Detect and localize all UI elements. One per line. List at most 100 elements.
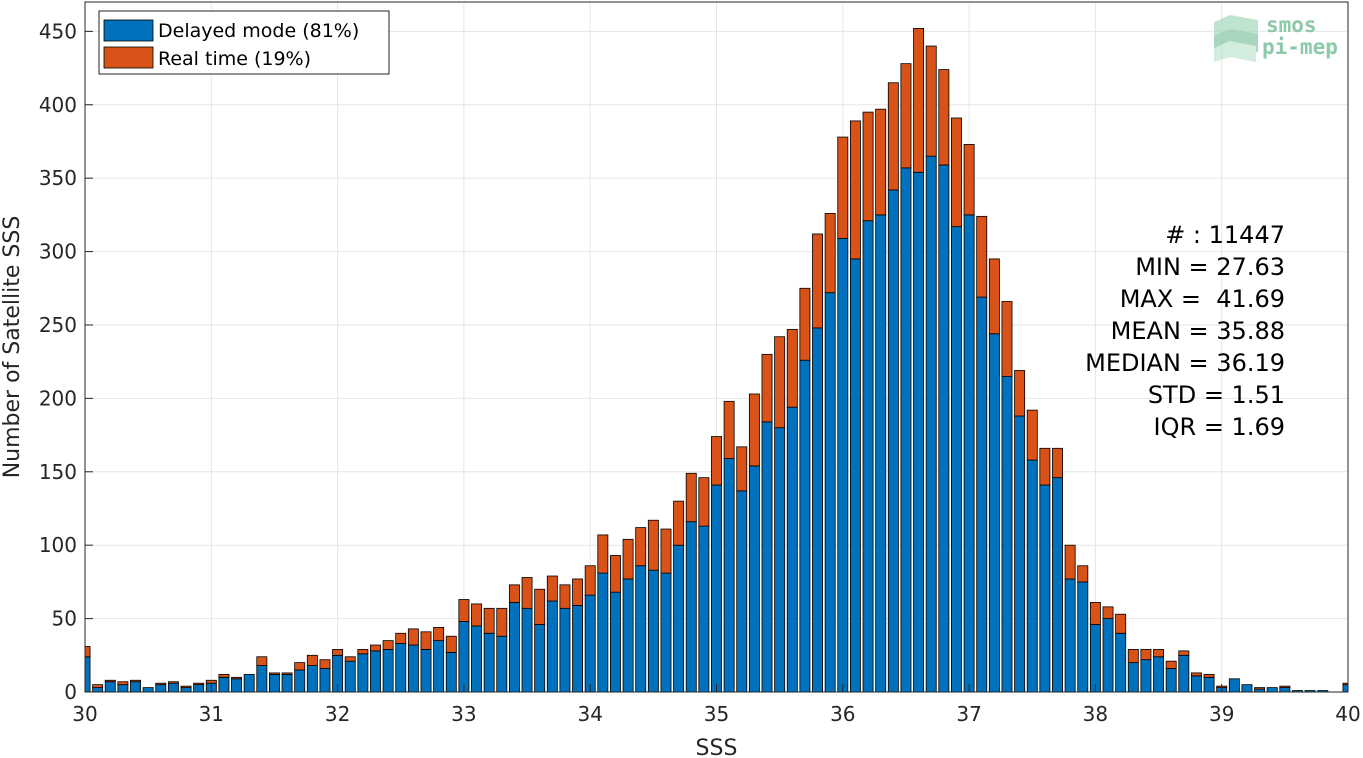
bar-real-time: [597, 534, 609, 574]
legend: Delayed mode (81%) Real time (19%): [98, 10, 390, 75]
bar-real-time: [1115, 613, 1127, 634]
bar-real-time: [647, 519, 659, 571]
bar-real-time: [92, 684, 104, 688]
bar-real-time: [1026, 409, 1038, 461]
bar-delayed-mode: [774, 427, 786, 693]
bar-real-time: [357, 649, 369, 655]
bar-delayed-mode: [837, 237, 849, 693]
y-tick-label: 350: [39, 166, 77, 190]
bar-delayed-mode: [1115, 632, 1127, 693]
bar-real-time: [723, 400, 735, 459]
bar-delayed-mode: [1039, 484, 1051, 693]
bar-real-time: [268, 672, 280, 675]
bar-delayed-mode: [407, 644, 419, 693]
bar-delayed-mode: [1064, 578, 1076, 693]
bar-real-time: [117, 681, 129, 686]
bar-real-time: [445, 635, 457, 653]
bar-delayed-mode: [344, 660, 356, 693]
bar-real-time: [382, 640, 394, 650]
bar-real-time: [205, 679, 217, 684]
bar-delayed-mode: [471, 625, 482, 693]
y-tick-label: 250: [39, 313, 77, 337]
bar-delayed-mode: [862, 220, 874, 693]
bar-delayed-mode: [458, 621, 470, 693]
bar-real-time: [761, 353, 773, 423]
bars: [84, 28, 1349, 693]
bar-delayed-mode: [483, 632, 495, 693]
bar-real-time: [660, 528, 672, 574]
bar-real-time: [508, 584, 520, 603]
bar-real-time: [1342, 682, 1349, 686]
bar-real-time: [319, 659, 331, 669]
bar-delayed-mode: [306, 665, 318, 693]
bar-delayed-mode: [167, 682, 179, 693]
bar-delayed-mode: [84, 656, 91, 693]
bar-real-time: [1001, 301, 1013, 377]
bar-real-time: [837, 136, 849, 239]
x-tick-label: 31: [199, 702, 224, 726]
bar-real-time: [938, 69, 950, 166]
bar-real-time: [748, 393, 760, 467]
bar-real-time: [104, 679, 116, 683]
bar-real-time: [1014, 370, 1026, 417]
bar-delayed-mode: [812, 327, 823, 693]
bar-real-time: [925, 45, 937, 157]
bar-delayed-mode: [1077, 581, 1089, 693]
bar-delayed-mode: [799, 359, 811, 693]
bar-delayed-mode: [673, 544, 685, 693]
bar-real-time: [84, 646, 91, 658]
bar-delayed-mode: [572, 604, 584, 693]
x-tick-label: 32: [325, 702, 350, 726]
bar-real-time: [786, 328, 798, 408]
ticks: 30 31 32 33 34 35 36 37 38 39 40050100150200250300…: [39, 19, 1361, 726]
bar-real-time: [1127, 649, 1139, 664]
x-tick-label: 33: [451, 702, 476, 726]
bar-delayed-mode: [268, 673, 280, 693]
stats-annotation: # : 11447 MIN = 27.63 MAX = 41.69 MEAN =…: [1085, 221, 1285, 441]
bar-real-time: [1064, 544, 1076, 580]
bar-delayed-mode: [635, 565, 647, 693]
bar-real-time: [458, 599, 470, 622]
x-axis-label: SSS: [696, 736, 738, 758]
x-tick-label: 38: [1083, 702, 1108, 726]
bar-delayed-mode: [1165, 668, 1177, 693]
bar-real-time: [963, 144, 975, 216]
bar-delayed-mode: [1102, 618, 1114, 693]
bar-real-time: [774, 336, 786, 429]
bar-delayed-mode: [243, 673, 255, 693]
bar-real-time: [900, 63, 912, 169]
bar-delayed-mode: [559, 607, 571, 693]
bar-delayed-mode: [761, 421, 773, 693]
bar-delayed-mode: [1266, 687, 1278, 693]
bar-delayed-mode: [1089, 624, 1101, 693]
logo-text-smos: smos: [1266, 13, 1317, 37]
bar-delayed-mode: [736, 490, 748, 693]
bar-real-time: [610, 555, 621, 593]
legend-label-real-time: Real time (19%): [158, 48, 311, 70]
y-tick-label: 100: [39, 533, 77, 557]
legend-label-delayed-mode: Delayed mode (81%): [158, 20, 359, 42]
bar-real-time: [1178, 650, 1190, 656]
bar-real-time: [685, 472, 697, 523]
bar-real-time: [799, 287, 811, 361]
bar-delayed-mode: [1153, 656, 1165, 693]
bar-delayed-mode: [938, 164, 950, 693]
bar-real-time: [294, 662, 306, 671]
bar-real-time: [622, 538, 634, 580]
bar-real-time: [1140, 649, 1152, 661]
bar-real-time: [824, 213, 836, 294]
bar-delayed-mode: [546, 600, 558, 693]
bar-delayed-mode: [433, 640, 445, 693]
bar-real-time: [155, 682, 167, 686]
y-tick-label: 0: [64, 680, 77, 704]
bar-delayed-mode: [925, 155, 937, 693]
bar-delayed-mode: [1190, 675, 1202, 693]
bar-delayed-mode: [534, 624, 546, 693]
bar-real-time: [1153, 649, 1165, 658]
x-tick-label: 34: [577, 702, 602, 726]
bar-real-time: [913, 28, 925, 173]
bar-delayed-mode: [1001, 375, 1013, 693]
legend-swatch-real-time: [103, 46, 154, 69]
bar-delayed-mode: [281, 673, 293, 693]
